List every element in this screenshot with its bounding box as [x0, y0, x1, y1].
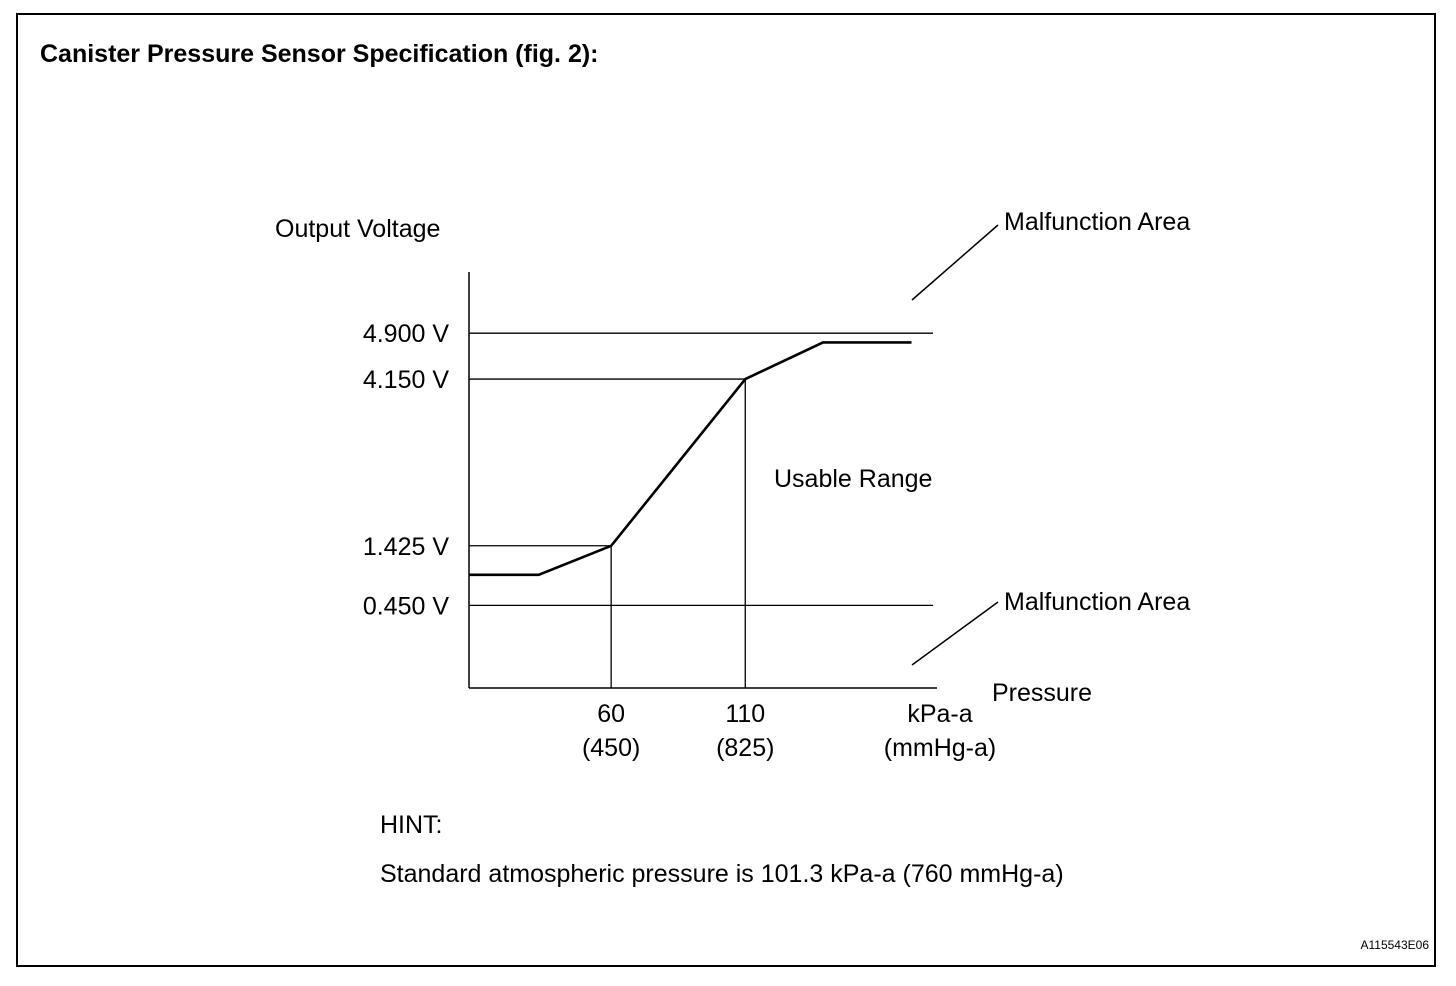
- figure-code: A115543E06: [1360, 938, 1429, 952]
- sensor-output-line: [469, 341, 912, 577]
- y-tick-label: 0.450 V: [363, 592, 450, 620]
- figure-title: Canister Pressure Sensor Specification (…: [40, 40, 599, 68]
- x-tick-sublabel: (825): [716, 734, 774, 762]
- annotation-leader-line: [911, 601, 999, 666]
- x-unit-alt-label: (mmHg-a): [884, 734, 997, 762]
- x-tick-sublabel: (450): [582, 734, 640, 762]
- x-tick-label: 110: [725, 700, 765, 728]
- hint-label: HINT:: [380, 811, 443, 839]
- malfunction-area-label: Malfunction Area: [1004, 588, 1190, 616]
- annotation-leader-line: [911, 224, 999, 301]
- x-axis-title: Pressure: [992, 679, 1092, 707]
- usable-range-label: Usable Range: [774, 465, 932, 493]
- y-tick-label: 1.425 V: [363, 533, 450, 561]
- y-axis-title: Output Voltage: [275, 215, 440, 243]
- y-tick-label: 4.900 V: [363, 320, 450, 348]
- hint-text: Standard atmospheric pressure is 101.3 k…: [380, 860, 1064, 888]
- y-tick-label: 4.150 V: [363, 366, 450, 394]
- figure-frame: [16, 13, 1436, 967]
- malfunction-area-label: Malfunction Area: [1004, 208, 1190, 236]
- x-tick-label: 60: [597, 700, 625, 728]
- x-unit-label: kPa-a: [907, 700, 972, 728]
